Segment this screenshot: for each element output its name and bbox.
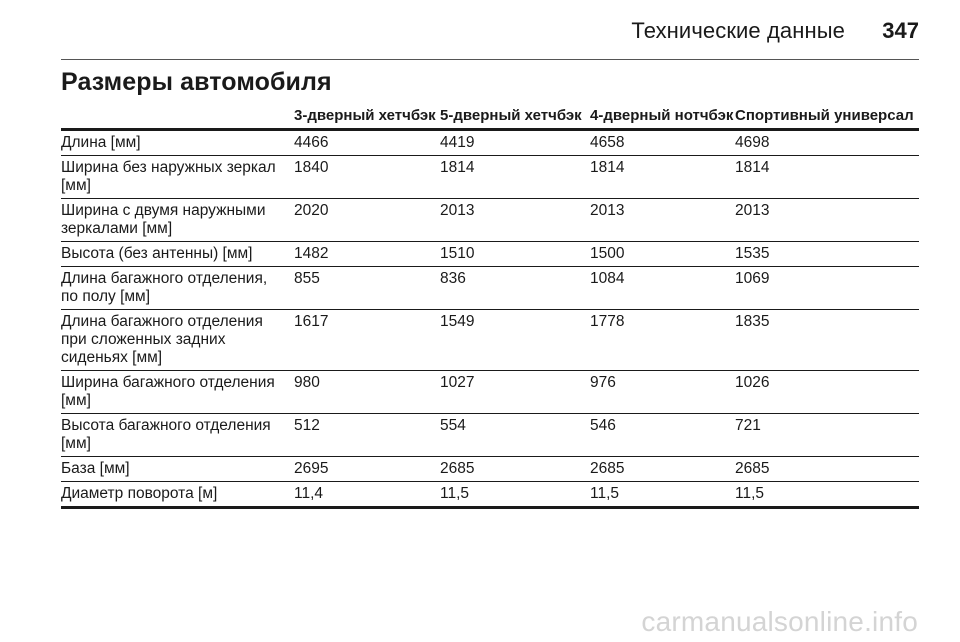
cell-value: 1500	[587, 241, 732, 267]
page-header: Технические данные 347	[61, 16, 919, 46]
table-header-row: 3-дверный хетчбэк 5-дверный хетчбэк 4-дв…	[61, 107, 919, 131]
cell-value: 721	[732, 413, 919, 457]
row-label: База [мм]	[61, 456, 291, 482]
row-label: Длина багажного отделения при сложенных …	[61, 309, 291, 371]
cell-value: 1084	[587, 266, 732, 310]
cell-value: 11,4	[291, 481, 437, 509]
cell-value: 11,5	[732, 481, 919, 509]
table-row: Ширина багажного отделения [мм] 980 1027 97…	[61, 370, 919, 414]
column-header-sports-tourer: Спортивный универсал	[732, 107, 919, 131]
column-header-3door-hatchback: 3-дверный хетчбэк	[291, 107, 437, 131]
table-row: База [мм] 2695 2685 2685 2685	[61, 456, 919, 482]
row-label: Ширина без наружных зеркал [мм]	[61, 155, 291, 199]
cell-value: 1482	[291, 241, 437, 267]
cell-value: 4658	[587, 129, 732, 156]
cell-value: 1069	[732, 266, 919, 310]
table-row: Длина багажного отделения при сложенных …	[61, 309, 919, 371]
page-number: 347	[882, 18, 919, 43]
table-row: Диаметр поворота [м] 11,4 11,5 11,5 11,5	[61, 481, 919, 509]
cell-value: 1549	[437, 309, 587, 371]
column-header-5door-hatchback: 5-дверный хетчбэк	[437, 107, 587, 131]
cell-value: 11,5	[437, 481, 587, 509]
cell-value: 2685	[437, 456, 587, 482]
row-label: Высота (без антенны) [мм]	[61, 241, 291, 267]
cell-value: 2685	[587, 456, 732, 482]
cell-value: 1617	[291, 309, 437, 371]
cell-value: 512	[291, 413, 437, 457]
cell-value: 4419	[437, 129, 587, 156]
header-title: Технические данные	[631, 18, 845, 43]
row-label: Диаметр поворота [м]	[61, 481, 291, 509]
cell-value: 1510	[437, 241, 587, 267]
cell-value: 4698	[732, 129, 919, 156]
cell-value: 11,5	[587, 481, 732, 509]
row-label: Длина [мм]	[61, 129, 291, 156]
table-row: Длина [мм] 4466 4419 4658 4698	[61, 129, 919, 156]
cell-value: 1814	[732, 155, 919, 199]
cell-value: 980	[291, 370, 437, 414]
cell-value: 2013	[587, 198, 732, 242]
dimensions-table: 3-дверный хетчбэк 5-дверный хетчбэк 4-дв…	[61, 107, 919, 509]
row-label: Ширина багажного отделения [мм]	[61, 370, 291, 414]
table-row: Длина багажного отделения, по полу [мм] 8…	[61, 266, 919, 310]
cell-value: 1026	[732, 370, 919, 414]
column-header-4door-notchback: 4-дверный нотчбэк	[587, 107, 733, 131]
row-label: Ширина с двумя наружными зеркалами [мм]	[61, 198, 291, 242]
table-row: Высота (без антенны) [мм] 1482 1510 1500 153…	[61, 241, 919, 267]
cell-value: 855	[291, 266, 437, 310]
cell-value: 1814	[587, 155, 732, 199]
cell-value: 976	[587, 370, 732, 414]
cell-value: 1840	[291, 155, 437, 199]
cell-value: 2020	[291, 198, 437, 242]
cell-value: 1835	[732, 309, 919, 371]
cell-value: 1027	[437, 370, 587, 414]
cell-value: 2685	[732, 456, 919, 482]
row-label: Длина багажного отделения, по полу [мм]	[61, 266, 291, 310]
table-row: Ширина с двумя наружными зеркалами [мм] 2…	[61, 198, 919, 242]
cell-value: 546	[587, 413, 732, 457]
cell-value: 4466	[291, 129, 437, 156]
column-header-parameter	[61, 107, 291, 131]
table-row: Высота багажного отделения [мм] 512 554 546…	[61, 413, 919, 457]
cell-value: 1814	[437, 155, 587, 199]
cell-value: 2695	[291, 456, 437, 482]
row-label: Высота багажного отделения [мм]	[61, 413, 291, 457]
cell-value: 554	[437, 413, 587, 457]
cell-value: 1778	[587, 309, 732, 371]
cell-value: 2013	[732, 198, 919, 242]
cell-value: 836	[437, 266, 587, 310]
header-divider	[61, 59, 919, 60]
section-title: Размеры автомобиля	[61, 68, 332, 96]
cell-value: 2013	[437, 198, 587, 242]
cell-value: 1535	[732, 241, 919, 267]
table-row: Ширина без наружных зеркал [мм] 1840 1814 1…	[61, 155, 919, 199]
watermark-text: carmanualsonline.info	[641, 606, 918, 637]
